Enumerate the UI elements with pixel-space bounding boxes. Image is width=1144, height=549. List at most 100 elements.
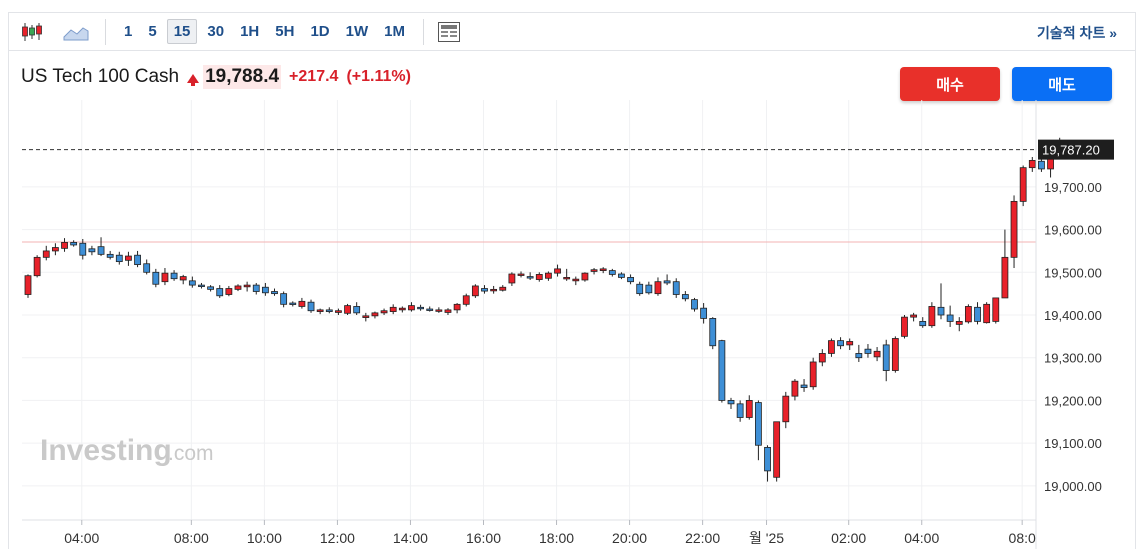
candle	[955, 317, 963, 332]
candle-body	[599, 268, 607, 271]
y-tick-label: 19,500.00	[1044, 265, 1102, 280]
candle	[535, 272, 543, 282]
candle-body	[316, 309, 324, 312]
candle-body	[33, 256, 41, 277]
candle	[508, 272, 516, 286]
candle	[618, 272, 625, 280]
chart-grid	[22, 100, 1036, 520]
candle-body	[24, 275, 32, 295]
candle	[444, 308, 452, 315]
candlestick-chart-icon[interactable]	[17, 19, 47, 45]
candle	[554, 264, 561, 277]
timeframe-30[interactable]: 30	[207, 23, 225, 40]
candle-body	[526, 276, 534, 279]
candle-body	[289, 302, 297, 305]
timeframe-1[interactable]: 1	[124, 23, 133, 40]
candle	[891, 336, 899, 373]
candle	[672, 278, 680, 298]
candle	[526, 272, 534, 280]
candle	[755, 400, 762, 461]
candle	[79, 238, 87, 260]
candle-body	[179, 276, 187, 281]
y-tick-label: 19,300.00	[1044, 351, 1102, 366]
candle	[33, 255, 41, 278]
candle-body	[983, 303, 991, 324]
timeframe-15[interactable]: 15	[166, 19, 198, 44]
sell-button[interactable]: 매도	[1012, 67, 1112, 101]
candle	[170, 270, 178, 281]
timeframe-1w[interactable]: 1W	[345, 23, 369, 40]
candle-body	[481, 288, 488, 292]
y-tick-label: 19,600.00	[1044, 223, 1102, 238]
timeframe-5[interactable]: 5	[148, 23, 157, 40]
news-overlay-icon[interactable]	[434, 19, 464, 45]
x-tick-label: 18:00	[539, 530, 574, 546]
candle-body	[937, 306, 945, 316]
toolbar-separator	[105, 18, 106, 45]
candle	[426, 306, 434, 312]
candle-body	[462, 295, 470, 305]
candle-body	[88, 248, 96, 253]
x-tick-label: 22:00	[685, 530, 720, 546]
candle	[88, 245, 96, 256]
candles	[24, 137, 1073, 482]
candle-body	[161, 272, 169, 283]
candle	[901, 315, 908, 339]
candle	[608, 268, 616, 277]
candle	[663, 274, 671, 286]
candle-body	[417, 306, 424, 310]
timeframe-5h[interactable]: 5H	[275, 23, 295, 40]
candle	[636, 281, 644, 296]
candle-body	[380, 310, 388, 314]
candle-body	[946, 314, 954, 322]
candle	[307, 299, 315, 313]
candle-body	[709, 318, 717, 347]
timeframe-1m[interactable]: 1M	[384, 23, 405, 40]
buy-button[interactable]: 매수	[900, 67, 1000, 101]
price-change: +217.4	[289, 68, 339, 85]
candle	[946, 305, 954, 327]
candle	[198, 282, 205, 289]
candle	[1001, 229, 1009, 299]
candle	[627, 274, 634, 285]
candle-body	[663, 280, 671, 284]
timeframe-1h[interactable]: 1H	[240, 23, 260, 40]
candle	[371, 311, 379, 319]
timeframe-1d[interactable]: 1D	[310, 23, 330, 40]
time-axis: 04:00 08:00 10:00 12:00 14:00 16:00 18:00 20:00…	[22, 519, 1036, 546]
x-tick-label: 12:00	[320, 530, 355, 546]
candle	[417, 304, 424, 311]
candle-body	[1001, 256, 1009, 299]
candle-body	[590, 269, 598, 272]
candle	[316, 308, 324, 315]
technical-chart-link[interactable]: 기술적 차트 »	[1037, 25, 1117, 41]
area-chart-icon[interactable]	[61, 19, 91, 45]
candle	[974, 302, 981, 325]
candle-body	[325, 309, 333, 312]
candle	[471, 284, 479, 298]
x-tick-label: 04:00	[64, 530, 99, 546]
candle-body	[745, 400, 753, 418]
candle-body	[901, 316, 908, 337]
candle	[517, 271, 525, 278]
current-price-label: 19,787.20	[1042, 143, 1100, 158]
candle-body	[207, 286, 215, 290]
candle	[207, 285, 215, 292]
candle	[51, 243, 59, 256]
candle-body	[143, 263, 151, 273]
candle-body	[134, 254, 141, 266]
candle	[563, 268, 571, 281]
candle-body	[800, 384, 808, 389]
x-tick-label: 08:00	[174, 530, 209, 546]
candle	[1019, 165, 1027, 207]
candle-body	[992, 297, 1000, 322]
price-change-percent: (+1.11%)	[346, 68, 411, 85]
candle	[216, 285, 224, 298]
candle	[691, 297, 698, 312]
x-tick-label: 10:00	[247, 530, 282, 546]
candle-body	[563, 277, 571, 280]
candle-body	[535, 274, 543, 280]
candle	[499, 285, 507, 292]
candle-body	[508, 273, 516, 284]
candle	[325, 307, 333, 314]
